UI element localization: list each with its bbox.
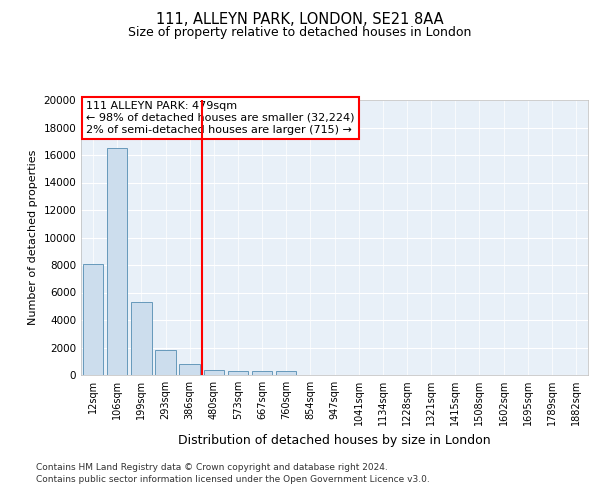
Bar — [155, 350, 176, 375]
Bar — [107, 148, 127, 375]
Bar — [252, 371, 272, 375]
Text: Size of property relative to detached houses in London: Size of property relative to detached ho… — [128, 26, 472, 39]
Bar — [276, 371, 296, 375]
Bar — [227, 371, 248, 375]
Bar — [179, 364, 200, 375]
Text: 111, ALLEYN PARK, LONDON, SE21 8AA: 111, ALLEYN PARK, LONDON, SE21 8AA — [156, 12, 444, 28]
Text: Contains public sector information licensed under the Open Government Licence v3: Contains public sector information licen… — [36, 475, 430, 484]
Text: 111 ALLEYN PARK: 479sqm
← 98% of detached houses are smaller (32,224)
2% of semi: 111 ALLEYN PARK: 479sqm ← 98% of detache… — [86, 102, 355, 134]
Bar — [83, 264, 103, 375]
Y-axis label: Number of detached properties: Number of detached properties — [28, 150, 38, 325]
Bar — [203, 370, 224, 375]
Bar — [131, 302, 152, 375]
Text: Contains HM Land Registry data © Crown copyright and database right 2024.: Contains HM Land Registry data © Crown c… — [36, 462, 388, 471]
X-axis label: Distribution of detached houses by size in London: Distribution of detached houses by size … — [178, 434, 491, 446]
